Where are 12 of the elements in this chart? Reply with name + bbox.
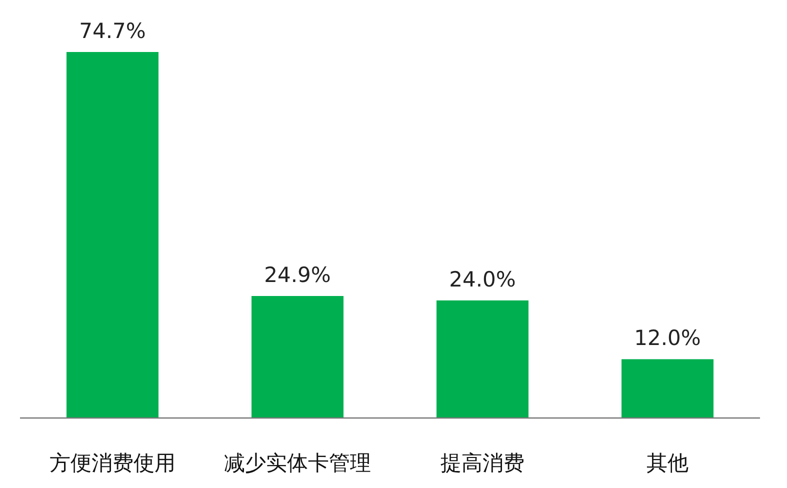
x-tick-label: 提高消费	[440, 451, 524, 475]
x-tick-label: 减少实体卡管理	[224, 451, 371, 475]
bar	[436, 300, 528, 418]
data-label: 74.7%	[79, 19, 146, 43]
data-label: 12.0%	[634, 326, 701, 350]
x-tick-label: 方便消费使用	[50, 451, 176, 475]
bar	[622, 359, 714, 418]
bar	[252, 296, 344, 418]
data-label: 24.9%	[264, 263, 331, 287]
x-tick-label: 其他	[646, 451, 688, 475]
bar	[66, 52, 158, 418]
data-label: 24.0%	[449, 267, 516, 292]
